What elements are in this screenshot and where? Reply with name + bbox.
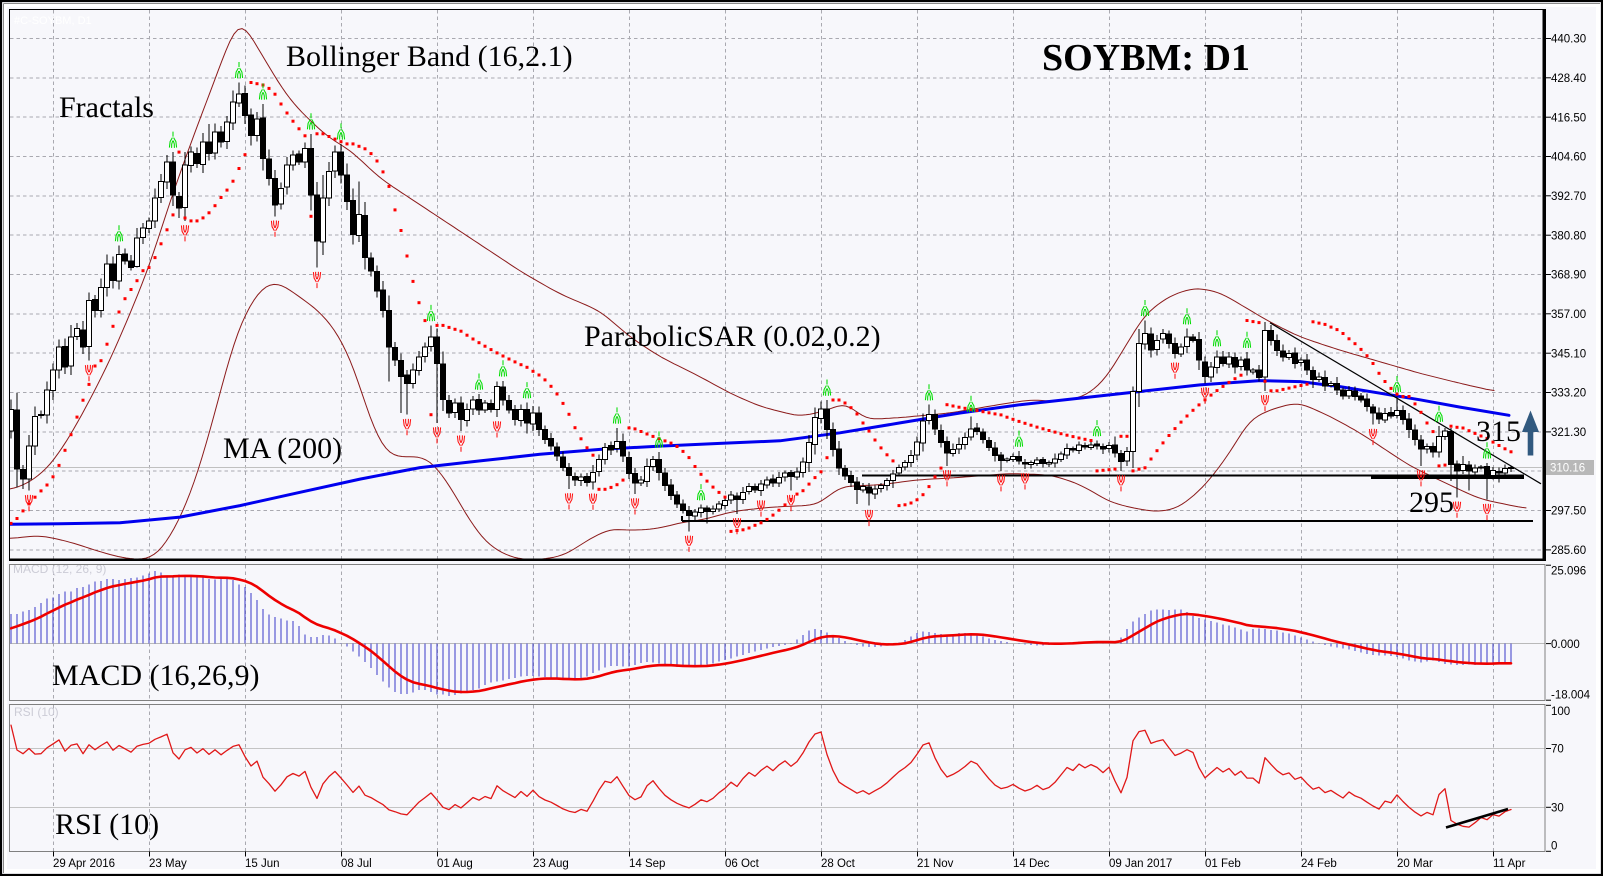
svg-text:14 Sep: 14 Sep <box>629 858 665 870</box>
svg-text:MACD (16,26,9): MACD (16,26,9) <box>52 659 260 692</box>
svg-text:08 Jul: 08 Jul <box>341 858 372 870</box>
svg-text:285.60: 285.60 <box>1551 545 1586 557</box>
svg-text:11 Apr: 11 Apr <box>1493 858 1526 870</box>
svg-text:25.096: 25.096 <box>1551 566 1586 578</box>
svg-text:333.20: 333.20 <box>1551 388 1586 400</box>
svg-text:09 Jan 2017: 09 Jan 2017 <box>1109 858 1172 870</box>
svg-text:MA (200): MA (200) <box>223 432 342 465</box>
svg-text:01 Aug: 01 Aug <box>437 858 473 870</box>
svg-text:21 Nov: 21 Nov <box>917 858 954 870</box>
svg-text:310.16: 310.16 <box>1550 463 1585 475</box>
svg-text:29 Apr 2016: 29 Apr 2016 <box>53 858 115 870</box>
svg-text:#C-SOYBM, D1: #C-SOYBM, D1 <box>14 15 92 27</box>
svg-text:Bollinger Band (16,2.1): Bollinger Band (16,2.1) <box>286 40 573 73</box>
svg-text:30: 30 <box>1551 803 1564 815</box>
svg-text:440.30: 440.30 <box>1551 34 1586 46</box>
svg-text:345.10: 345.10 <box>1551 348 1586 360</box>
svg-text:-18.004: -18.004 <box>1551 690 1591 702</box>
svg-text:392.70: 392.70 <box>1551 191 1586 203</box>
svg-text:0: 0 <box>1551 841 1557 853</box>
svg-text:SOYBM: D1: SOYBM: D1 <box>1042 37 1250 79</box>
svg-text:368.90: 368.90 <box>1551 270 1586 282</box>
svg-text:15 Jun: 15 Jun <box>245 858 280 870</box>
svg-text:357.00: 357.00 <box>1551 309 1586 321</box>
svg-text:380.80: 380.80 <box>1551 230 1586 242</box>
svg-text:295: 295 <box>1409 486 1454 519</box>
svg-text:MACD (12, 26, 9): MACD (12, 26, 9) <box>13 562 106 576</box>
svg-text:ParabolicSAR (0.02,0.2): ParabolicSAR (0.02,0.2) <box>584 320 881 353</box>
svg-text:Fractals: Fractals <box>59 91 154 124</box>
svg-text:24 Feb: 24 Feb <box>1301 858 1337 870</box>
svg-text:14 Dec: 14 Dec <box>1013 858 1050 870</box>
svg-text:321.30: 321.30 <box>1551 427 1586 439</box>
svg-text:0.000: 0.000 <box>1551 639 1580 651</box>
svg-text:01 Feb: 01 Feb <box>1205 858 1241 870</box>
svg-text:RSI (10): RSI (10) <box>55 808 159 841</box>
svg-text:23 May: 23 May <box>149 858 187 870</box>
svg-text:416.50: 416.50 <box>1551 112 1586 124</box>
svg-text:315: 315 <box>1476 415 1521 448</box>
svg-text:06 Oct: 06 Oct <box>725 858 760 870</box>
svg-text:28 Oct: 28 Oct <box>821 858 856 870</box>
svg-text:404.60: 404.60 <box>1551 152 1586 164</box>
svg-text:428.40: 428.40 <box>1551 73 1586 85</box>
svg-text:20 Mar: 20 Mar <box>1397 858 1433 870</box>
svg-text:23 Aug: 23 Aug <box>533 858 569 870</box>
svg-text:297.50: 297.50 <box>1551 506 1586 518</box>
svg-text:RSI (10): RSI (10) <box>14 705 59 719</box>
svg-text:70: 70 <box>1551 744 1564 756</box>
svg-text:100: 100 <box>1551 706 1570 718</box>
